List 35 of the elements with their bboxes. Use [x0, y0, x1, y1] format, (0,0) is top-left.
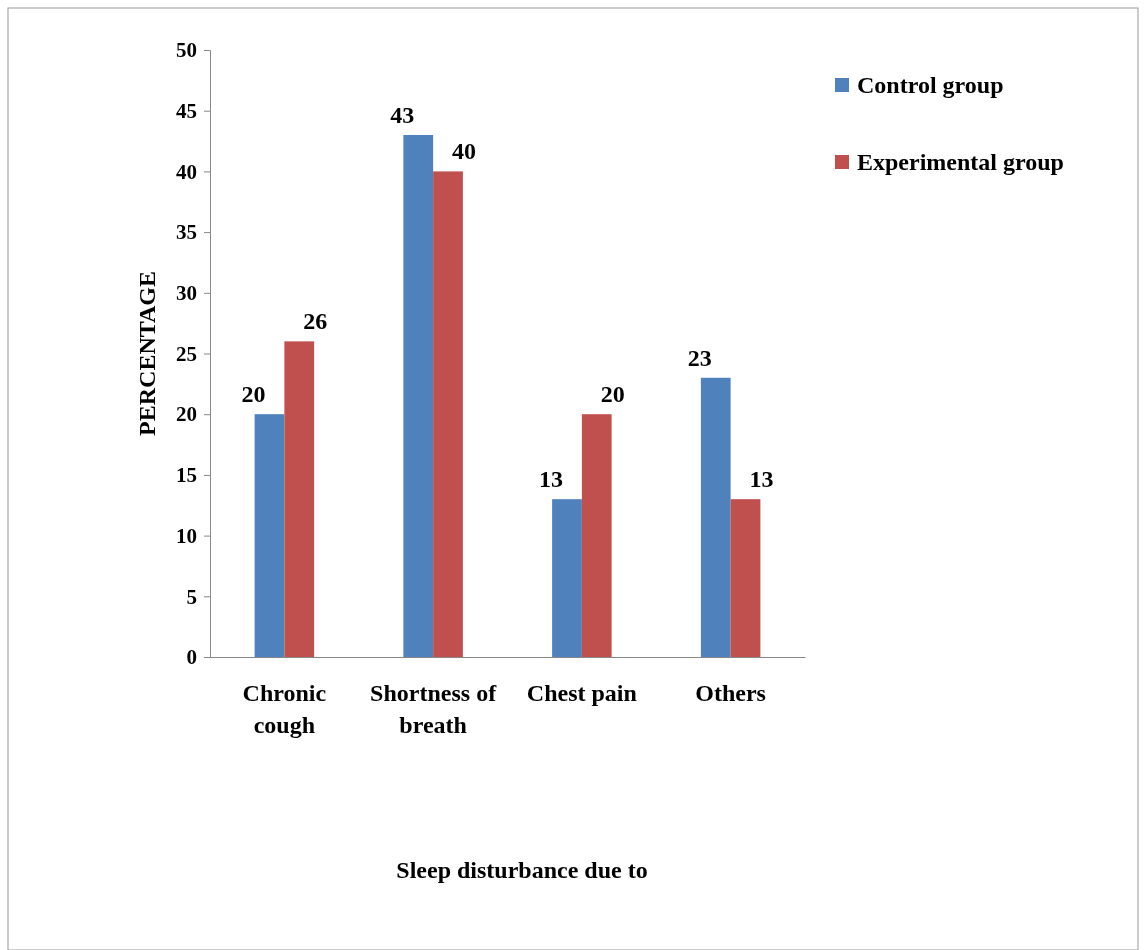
- y-tick-label: 30: [176, 281, 197, 306]
- data-label: 13: [539, 466, 563, 493]
- data-label: 23: [687, 344, 712, 371]
- y-tick-label: 20: [176, 402, 197, 427]
- y-axis-title: PERCENTAGE: [134, 271, 160, 436]
- bar: [284, 341, 315, 657]
- bar: [700, 377, 731, 657]
- x-tick-label: Chronic cough: [242, 680, 327, 739]
- x-axis-title: Sleep disturbance due to: [396, 857, 648, 883]
- data-label: 26: [303, 308, 328, 335]
- bar: [403, 134, 434, 657]
- bar: [552, 499, 582, 657]
- y-tick-label: 35: [176, 220, 197, 245]
- data-label: 43: [390, 101, 415, 128]
- y-tick-label: 15: [176, 463, 197, 488]
- data-label: 40: [452, 138, 476, 165]
- data-label: 20: [241, 381, 266, 408]
- y-tick-label: 50: [176, 38, 197, 63]
- y-tick-label: 40: [176, 159, 197, 184]
- data-label: 13: [749, 466, 774, 493]
- bar: [581, 414, 612, 657]
- bar: [730, 499, 761, 657]
- x-tick-label: Shortness of breath: [370, 680, 498, 739]
- legend-label: Control group: [857, 72, 1004, 98]
- x-tick-label: Others: [695, 680, 766, 706]
- data-label: 20: [600, 381, 625, 408]
- y-tick-label: 5: [186, 584, 197, 609]
- y-tick-label: 0: [186, 645, 197, 670]
- bar: [254, 414, 285, 657]
- legend-label: Experimental group: [857, 149, 1064, 175]
- y-tick-label: 10: [176, 523, 197, 548]
- bar: [433, 171, 463, 657]
- y-tick-label: 45: [176, 98, 197, 123]
- y-tick-label: 25: [176, 341, 197, 366]
- x-tick-label: Chest pain: [526, 680, 637, 706]
